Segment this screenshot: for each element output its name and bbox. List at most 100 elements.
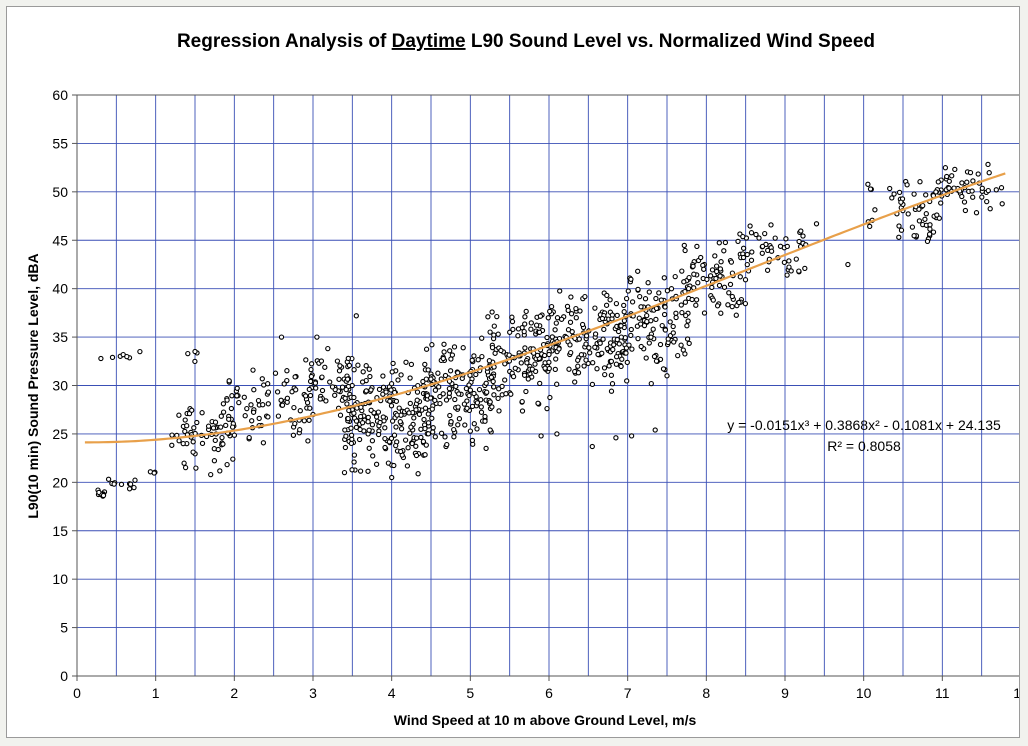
- y-tick-label: 50: [52, 184, 68, 200]
- data-point: [573, 315, 579, 321]
- data-point: [199, 440, 206, 447]
- data-point: [369, 422, 376, 428]
- data-point: [756, 235, 762, 241]
- data-point: [365, 468, 371, 474]
- data-point: [234, 385, 240, 391]
- x-axis-label: Wind Speed at 10 m above Ground Level, m…: [394, 712, 697, 728]
- data-point: [613, 361, 620, 367]
- data-point: [229, 424, 236, 430]
- data-point: [210, 425, 217, 431]
- data-point: [495, 395, 501, 402]
- data-point: [248, 402, 254, 408]
- data-point: [661, 311, 668, 318]
- data-point: [455, 422, 461, 428]
- data-point: [667, 319, 673, 325]
- data-point: [512, 365, 518, 371]
- data-point: [735, 238, 741, 245]
- data-point: [747, 223, 753, 229]
- data-point: [420, 438, 427, 445]
- data-point: [675, 352, 681, 359]
- data-point: [432, 387, 439, 393]
- data-point: [800, 233, 806, 239]
- data-point: [369, 438, 376, 444]
- data-point: [608, 358, 615, 365]
- y-tick-label: 0: [60, 668, 68, 684]
- data-point: [889, 195, 895, 201]
- data-point: [554, 381, 560, 387]
- data-point: [461, 401, 468, 407]
- data-point: [462, 422, 468, 428]
- data-point: [717, 273, 723, 279]
- data-point: [423, 346, 430, 352]
- data-point: [438, 430, 445, 436]
- data-point: [208, 471, 214, 478]
- data-point: [344, 401, 350, 407]
- x-tick-label: 12: [1013, 685, 1019, 701]
- data-point: [407, 375, 413, 381]
- data-point: [402, 437, 409, 443]
- data-point: [930, 229, 937, 235]
- data-point: [552, 366, 558, 373]
- data-point: [332, 392, 338, 398]
- data-point: [322, 364, 328, 370]
- data-point: [522, 314, 528, 320]
- data-point: [382, 425, 388, 431]
- data-point: [327, 379, 333, 385]
- data-point: [211, 458, 218, 464]
- data-point: [464, 405, 470, 411]
- data-point: [934, 212, 940, 218]
- x-tick-label: 10: [856, 685, 872, 701]
- data-point: [279, 402, 286, 408]
- data-point: [607, 297, 613, 303]
- data-point: [712, 253, 718, 259]
- x-tick-label: 6: [545, 685, 553, 701]
- data-point: [545, 315, 551, 321]
- data-point: [786, 264, 792, 270]
- data-point: [662, 327, 669, 333]
- data-point: [389, 418, 396, 424]
- data-point: [698, 254, 704, 261]
- data-point: [194, 419, 200, 426]
- data-point: [368, 407, 374, 413]
- data-point: [999, 201, 1005, 207]
- data-point: [192, 348, 198, 355]
- data-point: [744, 251, 750, 258]
- data-point: [351, 459, 357, 465]
- data-point: [670, 330, 676, 336]
- data-point: [418, 434, 424, 441]
- data-point: [359, 420, 366, 426]
- data-point: [415, 471, 421, 477]
- data-point: [592, 305, 598, 311]
- data-point: [463, 385, 470, 392]
- data-point: [356, 436, 363, 443]
- data-point: [613, 354, 620, 360]
- data-point: [393, 442, 399, 449]
- data-point: [733, 312, 739, 318]
- data-point: [887, 185, 893, 192]
- data-point: [648, 380, 654, 387]
- data-point: [793, 256, 799, 262]
- data-point: [343, 386, 349, 393]
- data-point: [292, 374, 298, 380]
- data-point: [548, 303, 555, 310]
- data-point: [427, 395, 434, 401]
- data-point: [455, 370, 461, 376]
- data-point: [529, 366, 535, 372]
- y-tick-label: 45: [52, 232, 68, 248]
- data-point: [284, 377, 290, 384]
- data-point: [345, 355, 351, 362]
- data-point: [938, 200, 944, 206]
- data-point: [557, 288, 563, 294]
- data-point: [307, 392, 314, 399]
- data-point: [726, 290, 732, 296]
- data-point: [185, 350, 191, 357]
- data-point: [515, 326, 522, 332]
- data-point: [777, 243, 784, 249]
- data-point: [425, 411, 431, 417]
- data-point: [547, 394, 553, 401]
- data-point: [727, 281, 734, 288]
- data-point: [590, 360, 596, 366]
- data-point: [783, 236, 789, 242]
- data-point: [556, 346, 562, 352]
- data-point: [709, 284, 715, 291]
